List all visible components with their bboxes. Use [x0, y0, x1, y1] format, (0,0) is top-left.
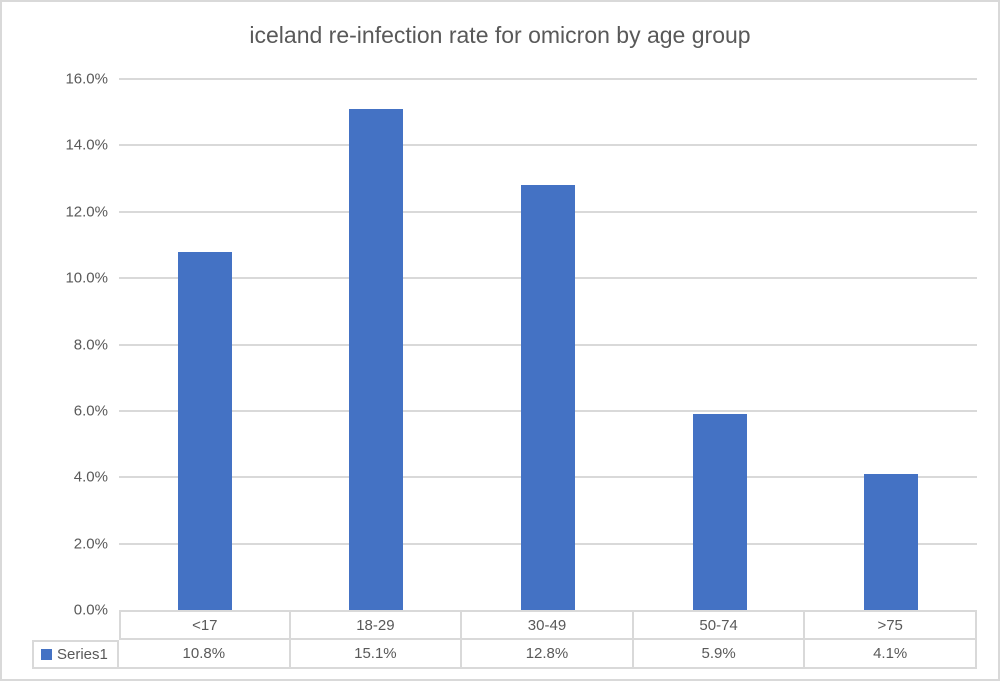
y-axis-tick-label: 6.0%: [73, 402, 108, 420]
y-axis-tick-label: 0.0%: [73, 601, 108, 619]
legend-series-label: Series1: [57, 646, 108, 663]
bar: [864, 473, 919, 610]
y-axis-tick-label: 8.0%: [73, 336, 108, 353]
y-axis-tick-label: 10.0%: [65, 269, 108, 287]
gridline: [119, 144, 977, 147]
bar: [521, 185, 575, 610]
y-axis-tick-label: 2.0%: [73, 535, 108, 553]
legend-marker-icon: [41, 649, 52, 660]
bar: [349, 108, 404, 610]
y-axis-tick-label: 14.0%: [65, 136, 108, 154]
bar: [692, 414, 747, 610]
bar: [177, 251, 232, 610]
gridline: [119, 78, 977, 80]
value-cell: 10.8%: [119, 640, 291, 669]
chart-title: iceland re-infection rate for omicron by…: [249, 22, 751, 48]
value-cell: 4.1%: [805, 640, 977, 669]
value-cell: 12.8%: [462, 640, 634, 669]
value-cell: 15.1%: [290, 640, 463, 669]
category-cell: 18-29: [290, 610, 463, 640]
plot-area: [119, 78, 977, 610]
value-cell: 5.9%: [633, 640, 806, 669]
category-cell: 50-74: [633, 610, 806, 640]
legend-cell: Series1: [32, 640, 119, 669]
y-axis-tick-label: 16.0%: [65, 70, 108, 88]
y-axis-tick-label: 4.0%: [73, 468, 108, 486]
y-axis-tick-label: 12.0%: [65, 203, 108, 221]
category-cell: >75: [805, 610, 977, 640]
category-cell: 30-49: [462, 610, 634, 640]
category-cell: <17: [119, 610, 291, 640]
